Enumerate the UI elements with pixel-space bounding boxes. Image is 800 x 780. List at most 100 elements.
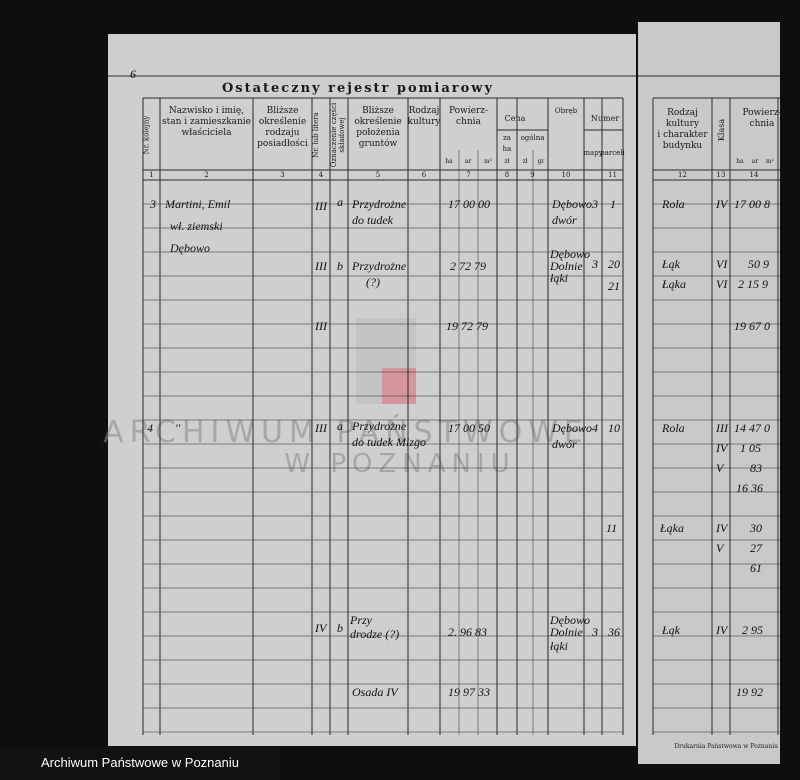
handwritten-entry: Przydrożne	[351, 197, 407, 211]
unit: m²	[766, 158, 775, 165]
column-number: 3	[280, 171, 284, 179]
column-number: 6	[422, 171, 427, 179]
handwritten-entry: 19 97 33	[448, 685, 490, 699]
handwritten-entry: wł. ziemski	[170, 219, 223, 233]
handwritten-entry: Przy	[349, 613, 373, 627]
column-header: określenie	[354, 116, 401, 127]
handwritten-entry: 3	[591, 625, 598, 639]
column-number: 12	[678, 171, 687, 179]
column-header: chnia	[750, 119, 776, 129]
handwritten-entry: 3	[149, 197, 156, 211]
handwritten-entry: III	[715, 421, 729, 435]
handwritten-entry: IV	[715, 441, 729, 455]
handwritten-entry: 2 95	[742, 623, 763, 637]
handwritten-entry: 50 9	[748, 257, 769, 271]
unit: m²	[484, 158, 493, 165]
handwritten-entry: łąki	[550, 271, 568, 285]
handwritten-entry: Dębowo	[551, 197, 592, 211]
column-header: Obręb	[555, 107, 578, 115]
handwritten-entry: III	[314, 319, 328, 333]
handwritten-entry: 14 47 0	[734, 421, 770, 435]
header: Numer	[591, 114, 619, 123]
handwritten-entry: 30	[749, 521, 762, 535]
handwritten-entry: Dębowo	[549, 613, 590, 627]
handwritten-entry: do tudek Mizgo	[352, 435, 426, 449]
handwritten-entry: a	[337, 419, 343, 433]
handwritten-entry: IV	[715, 197, 729, 211]
handwritten-entry: 20	[608, 257, 620, 271]
handwritten-entry: IV	[715, 623, 729, 637]
handwritten-entry: 19 72 79	[446, 319, 488, 333]
handwritten-entry: 21	[608, 279, 620, 293]
column-number: 4	[319, 171, 324, 179]
column-header: Rodzaj	[667, 108, 698, 118]
footer: Archiwum Państwowe w Poznaniu	[41, 755, 239, 770]
column-number: 11	[608, 171, 617, 179]
column-header: kultury	[666, 119, 700, 129]
handwritten-entry: Dolnie	[549, 625, 583, 639]
handwritten-entry: 19 92	[736, 685, 763, 699]
unit: ar	[752, 158, 759, 165]
column-header: składowej	[338, 117, 346, 152]
footer-bar	[0, 746, 280, 780]
column-header: Bliższe	[267, 106, 299, 116]
column-header: mapy	[583, 149, 602, 157]
column-number: 9	[530, 171, 534, 179]
handwritten-entry: VI	[716, 277, 728, 291]
unit: ha	[736, 158, 744, 165]
unit: ha	[445, 158, 453, 165]
handwritten-entry: Dębowo	[549, 247, 590, 261]
column-header: właściciela	[181, 127, 232, 138]
handwritten-entry: 19 67 0	[734, 319, 770, 333]
handwritten-entry: 16 36	[736, 481, 763, 495]
handwritten-entry: III	[314, 421, 328, 435]
column-header: za	[503, 134, 511, 142]
column-header: Klasa	[717, 119, 726, 141]
handwritten-entry: 36	[607, 625, 620, 639]
handwritten-entry: 4	[147, 421, 153, 435]
column-header: Oznaczenie części	[330, 102, 338, 167]
column-header: Nr. kolejny	[143, 116, 151, 155]
handwritten-entry: 2. 96 83	[448, 625, 487, 639]
handwritten-entry: 2 15 9	[738, 277, 768, 291]
column-header: położenia	[356, 128, 400, 138]
handwritten-entry: III	[314, 199, 328, 213]
handwritten-entry: 11	[606, 521, 617, 535]
handwritten-entry: ''	[175, 421, 181, 435]
column-number: 1	[149, 171, 153, 179]
column-header: kultury	[408, 117, 442, 127]
handwritten-entry: Dolnie	[549, 259, 583, 273]
column-header: Powierz-	[742, 108, 781, 118]
watermark: W POZNANIU	[284, 449, 515, 479]
handwritten-entry: Osada IV	[352, 685, 399, 699]
handwritten-entry: b	[337, 621, 343, 635]
handwritten-entry: Łąka	[659, 521, 684, 535]
column-header: Rodzaj	[409, 106, 440, 116]
handwritten-entry: do tudek	[352, 213, 394, 227]
column-header: ogólna	[521, 134, 545, 142]
header: Cena	[505, 114, 526, 123]
handwritten-entry: 17 00 50	[448, 421, 490, 435]
column-number: 10	[562, 171, 571, 179]
column-header: gruntów	[359, 138, 398, 149]
handwritten-entry: 61	[750, 561, 762, 575]
handwritten-entry: Łąka	[661, 277, 686, 291]
unit: zł	[504, 158, 509, 165]
handwritten-entry: Martini, Emil	[164, 197, 231, 211]
handwritten-entry: (?)	[366, 275, 380, 289]
unit: zł	[522, 158, 527, 165]
handwritten-entry: 3	[591, 257, 598, 271]
handwritten-entry: Łąk	[661, 623, 681, 637]
column-header: i charakter	[657, 130, 708, 140]
column-header: posiadłości	[257, 138, 308, 149]
handwritten-entry: Dębowo	[169, 241, 210, 255]
unit: gr	[538, 158, 545, 165]
column-number: 7	[466, 171, 470, 179]
handwritten-entry: Przydrożne	[351, 259, 407, 273]
column-header: Nazwisko i imię,	[169, 106, 244, 116]
column-number: 14	[750, 171, 759, 179]
page-number: 6	[130, 67, 136, 81]
handwritten-entry: łąki	[550, 639, 568, 653]
handwritten-entry: drodze (?)	[350, 627, 399, 641]
column-number: 5	[376, 171, 380, 179]
